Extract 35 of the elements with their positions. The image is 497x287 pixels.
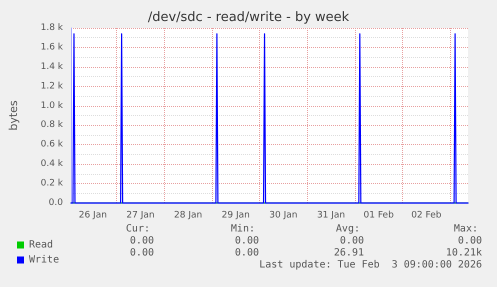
text: Cur: — [126, 224, 150, 234]
y-tick-label: 1.6 k — [40, 42, 64, 52]
x-tick-label: 27 Jan — [126, 210, 155, 220]
x-tick-label: 28 Jan — [174, 210, 202, 220]
y-tick-label: 1.4 k — [40, 62, 64, 72]
x-tick-label: 02 Feb — [411, 210, 442, 220]
text: 0.00 — [340, 236, 364, 246]
x-tick-label: 26 Jan — [78, 210, 107, 220]
text: 0.00 — [130, 248, 154, 258]
y-tick-label: 1.8 k — [40, 23, 64, 33]
text: 0.00 — [234, 236, 259, 246]
text: Avg: — [336, 224, 360, 234]
text: 10.21k — [446, 248, 482, 258]
y-tick-label: 0.6 k — [40, 140, 64, 150]
text: Last update: Tue Feb 3 09:00:00 2026 — [259, 260, 482, 270]
y-axis-title: bytes — [7, 100, 20, 131]
chart-title: /dev/sdc - read/write - by week — [148, 10, 350, 25]
text: 0.00 — [234, 248, 259, 258]
y-tick-label: 0.4 k — [40, 159, 64, 170]
y-tick-label: 0.0 — [48, 198, 64, 208]
text: 26.91 — [334, 248, 364, 258]
legend-label: Read — [29, 240, 54, 250]
text: Max: — [454, 224, 478, 234]
x-tick-label: 01 Feb — [364, 210, 394, 220]
y-tick-label: 1.0 k — [40, 100, 64, 111]
x-tick-label: 31 Jan — [316, 210, 346, 220]
legend-label: Write — [29, 254, 60, 266]
text: Min: — [230, 224, 255, 234]
y-tick-label: 1.2 k — [40, 81, 64, 92]
x-tick-label: 29 Jan — [222, 210, 250, 220]
y-tick-label: 0.2 k — [40, 178, 64, 189]
text: 0.00 — [458, 236, 482, 246]
y-tick-label: 0.8 k — [40, 120, 64, 130]
text: 0.00 — [130, 236, 154, 246]
x-tick-label: 30 Jan — [269, 210, 298, 220]
